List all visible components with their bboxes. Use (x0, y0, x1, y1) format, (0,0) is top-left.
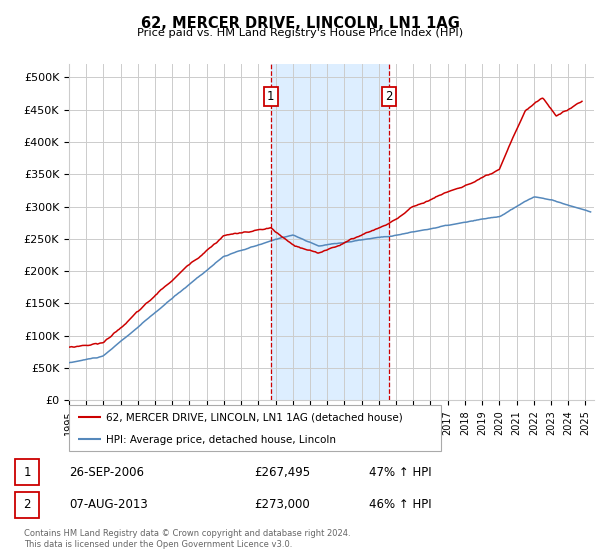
Text: 26-SEP-2006: 26-SEP-2006 (70, 465, 145, 479)
Text: 62, MERCER DRIVE, LINCOLN, LN1 1AG: 62, MERCER DRIVE, LINCOLN, LN1 1AG (140, 16, 460, 31)
Text: 1: 1 (267, 90, 275, 103)
Text: Price paid vs. HM Land Registry's House Price Index (HPI): Price paid vs. HM Land Registry's House … (137, 28, 463, 38)
Text: 2: 2 (385, 90, 393, 103)
Text: 62, MERCER DRIVE, LINCOLN, LN1 1AG (detached house): 62, MERCER DRIVE, LINCOLN, LN1 1AG (deta… (106, 413, 403, 423)
Text: Contains HM Land Registry data © Crown copyright and database right 2024.
This d: Contains HM Land Registry data © Crown c… (24, 529, 350, 549)
Text: £273,000: £273,000 (254, 498, 310, 511)
Text: 2: 2 (23, 498, 31, 511)
Bar (15, 492, 39, 517)
Text: HPI: Average price, detached house, Lincoln: HPI: Average price, detached house, Linc… (106, 435, 336, 445)
Text: £267,495: £267,495 (254, 465, 310, 479)
Text: 07-AUG-2013: 07-AUG-2013 (70, 498, 148, 511)
Text: 46% ↑ HPI: 46% ↑ HPI (369, 498, 432, 511)
Text: 1: 1 (23, 465, 31, 479)
Bar (271, 64, 389, 400)
Bar (15, 459, 39, 485)
Text: 47% ↑ HPI: 47% ↑ HPI (369, 465, 432, 479)
